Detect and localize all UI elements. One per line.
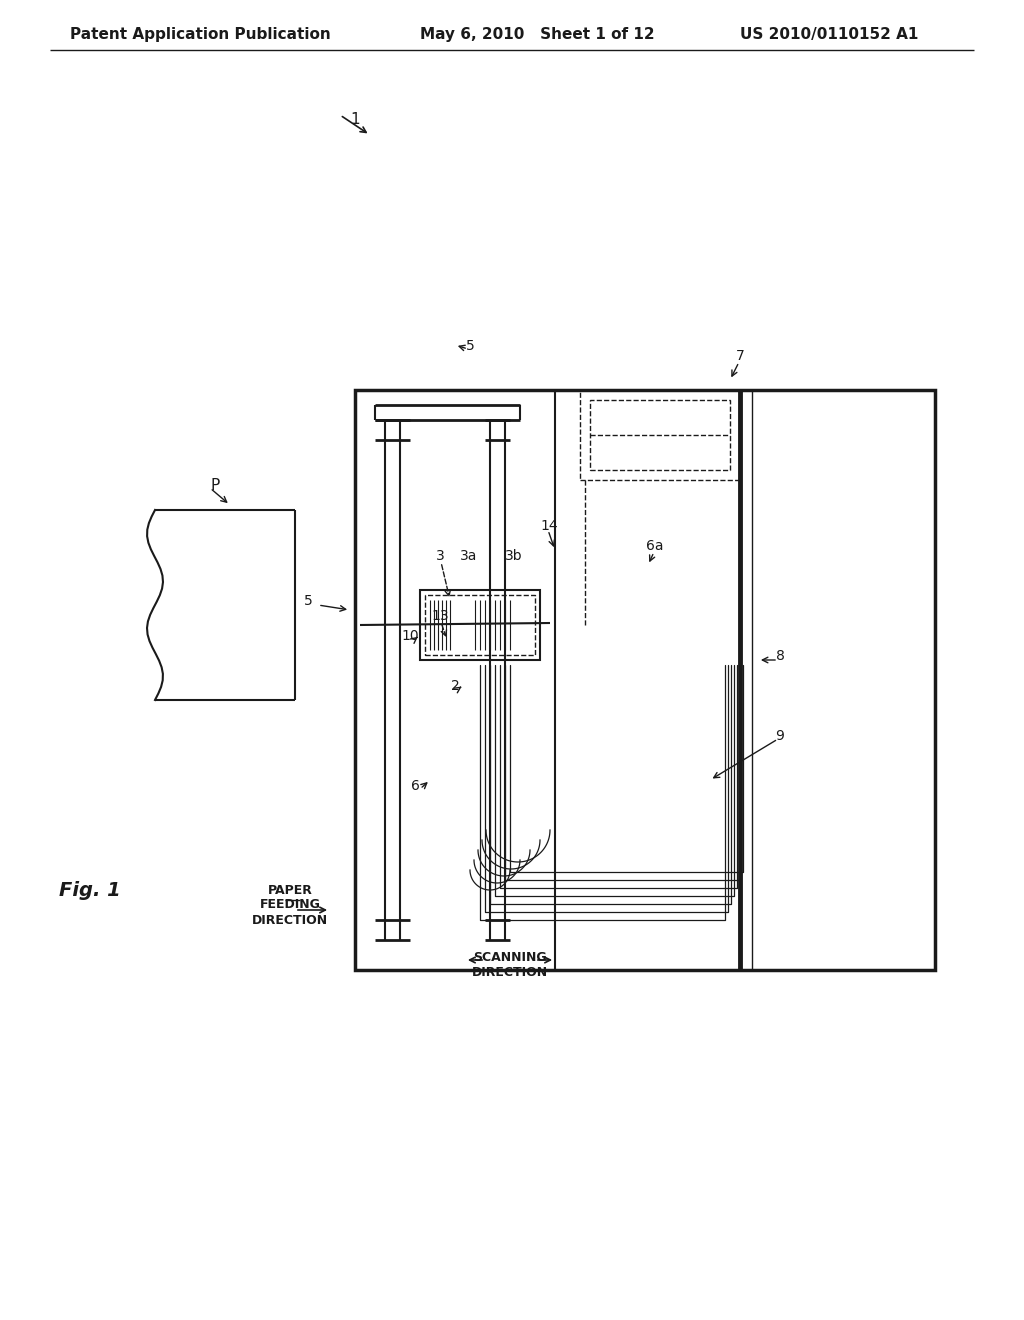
Text: 6: 6 — [411, 779, 420, 793]
Text: 6a: 6a — [646, 539, 664, 553]
Bar — [590, 400, 730, 470]
Text: 9: 9 — [775, 729, 784, 743]
Text: 3: 3 — [435, 549, 444, 564]
Text: P: P — [210, 478, 219, 492]
Text: 1: 1 — [350, 112, 359, 128]
Text: 3a: 3a — [460, 549, 477, 564]
Text: Fig. 1: Fig. 1 — [59, 880, 121, 899]
Text: 14: 14 — [540, 519, 558, 533]
Text: 5: 5 — [466, 339, 474, 352]
Text: 13: 13 — [431, 609, 449, 623]
Text: 3b: 3b — [505, 549, 522, 564]
Text: 2: 2 — [451, 678, 460, 693]
Text: 7: 7 — [735, 348, 744, 363]
Text: 5: 5 — [304, 594, 312, 609]
Text: Patent Application Publication: Patent Application Publication — [70, 28, 331, 42]
Bar — [420, 590, 540, 660]
Text: US 2010/0110152 A1: US 2010/0110152 A1 — [740, 28, 919, 42]
Text: SCANNING
DIRECTION: SCANNING DIRECTION — [472, 950, 548, 979]
Bar — [425, 595, 535, 655]
Bar — [580, 389, 740, 480]
Bar — [355, 389, 935, 970]
Text: 10: 10 — [401, 630, 419, 643]
Text: 8: 8 — [775, 649, 784, 663]
Text: PAPER
FEEDING
DIRECTION: PAPER FEEDING DIRECTION — [252, 883, 328, 927]
Text: May 6, 2010   Sheet 1 of 12: May 6, 2010 Sheet 1 of 12 — [420, 28, 654, 42]
